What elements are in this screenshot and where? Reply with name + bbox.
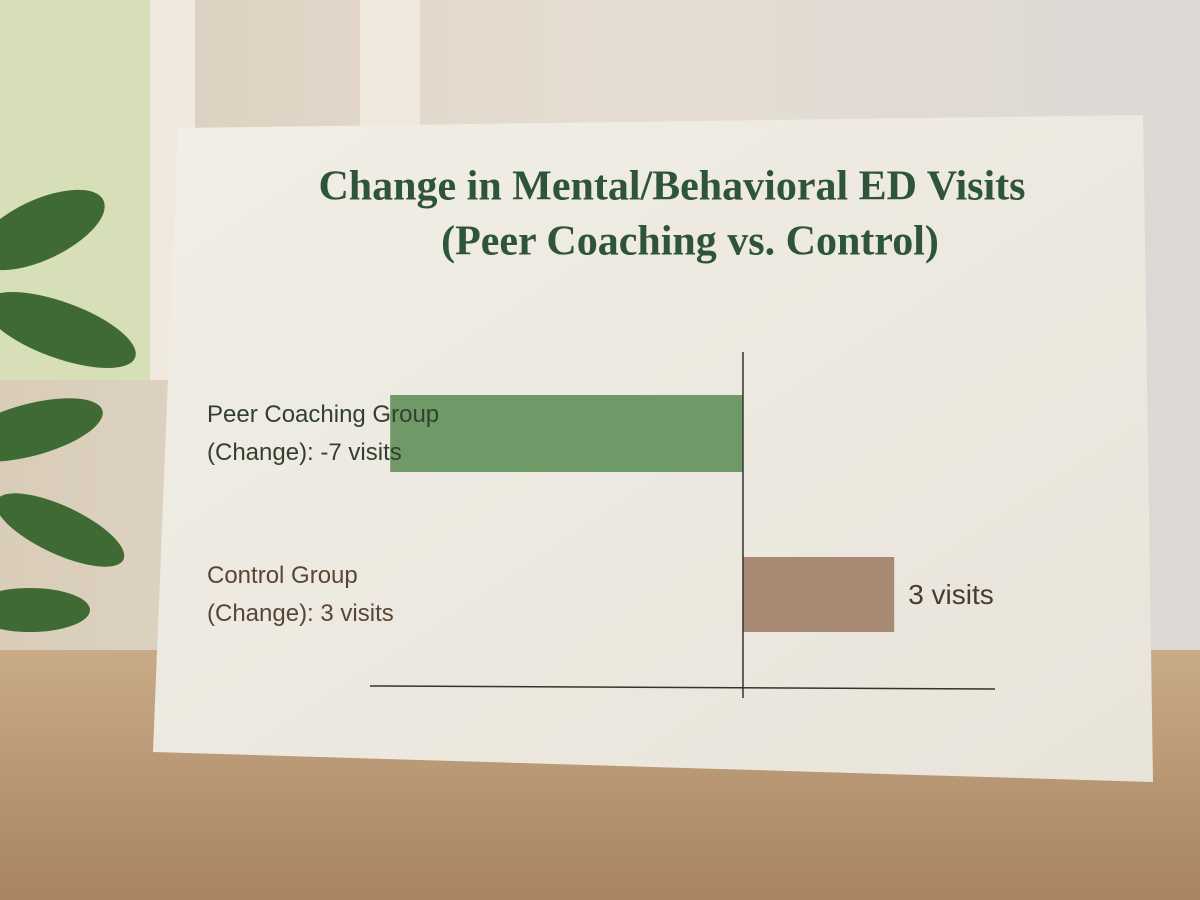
bar — [390, 395, 743, 472]
category-label: (Change): 3 visits — [207, 600, 394, 627]
x-axis — [369, 685, 996, 690]
chart-title: (Peer Coaching vs. Control) — [441, 219, 939, 265]
category-label: Peer Coaching Group — [207, 401, 439, 428]
plant — [0, 189, 136, 632]
category-label: Control Group — [207, 562, 358, 589]
bar — [742, 557, 895, 632]
value-label: 3 visits — [908, 579, 994, 610]
window-frame — [360, 0, 420, 130]
category-label: (Change): -7 visits — [207, 439, 402, 466]
chart-title: Change in Mental/Behavioral ED Visits — [318, 164, 1025, 210]
